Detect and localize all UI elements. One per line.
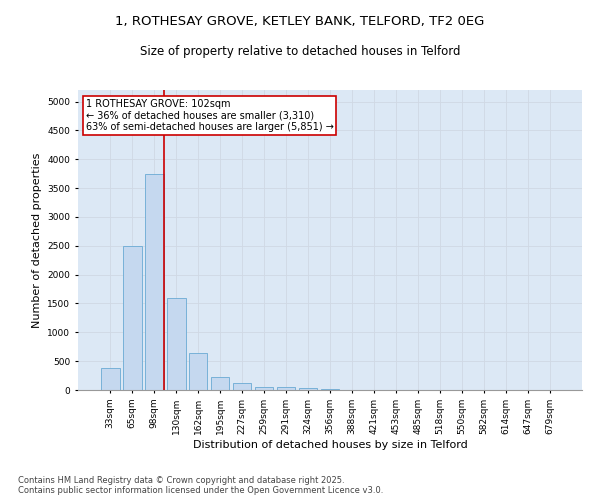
Bar <box>189 352 208 390</box>
Bar <box>145 174 164 390</box>
Bar <box>320 389 340 390</box>
Text: 1 ROTHESAY GROVE: 102sqm
← 36% of detached houses are smaller (3,310)
63% of sem: 1 ROTHESAY GROVE: 102sqm ← 36% of detach… <box>86 99 334 132</box>
Y-axis label: Number of detached properties: Number of detached properties <box>32 152 42 328</box>
X-axis label: Distribution of detached houses by size in Telford: Distribution of detached houses by size … <box>193 440 467 450</box>
Bar <box>101 368 119 390</box>
Bar <box>299 388 317 390</box>
Text: Size of property relative to detached houses in Telford: Size of property relative to detached ho… <box>140 45 460 58</box>
Bar <box>167 298 185 390</box>
Bar <box>233 383 251 390</box>
Bar <box>211 377 229 390</box>
Text: Contains HM Land Registry data © Crown copyright and database right 2025.
Contai: Contains HM Land Registry data © Crown c… <box>18 476 383 495</box>
Text: 1, ROTHESAY GROVE, KETLEY BANK, TELFORD, TF2 0EG: 1, ROTHESAY GROVE, KETLEY BANK, TELFORD,… <box>115 15 485 28</box>
Bar <box>255 387 274 390</box>
Bar <box>277 387 295 390</box>
Bar <box>123 246 142 390</box>
